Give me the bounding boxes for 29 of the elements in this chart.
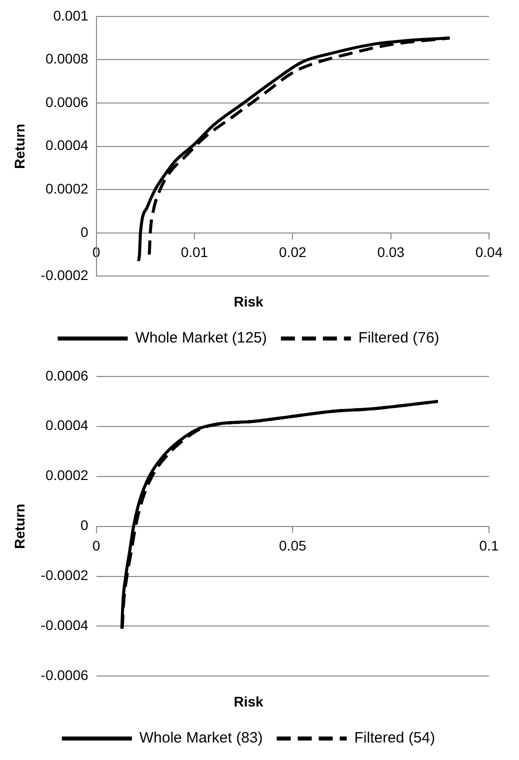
y-axis-title: Return [11, 124, 28, 169]
y-tick-label: 0.0006 [45, 94, 88, 110]
y-tick-label: 0.0004 [45, 137, 88, 154]
y-tick-label: 0.0006 [45, 367, 88, 384]
y-tick-label: 0.001 [53, 7, 88, 24]
y-tick-label: 0.0002 [45, 467, 88, 484]
x-tick-label: 0.01 [180, 244, 208, 260]
y-tick-label: -0.0004 [40, 617, 88, 634]
x-tick-label: 0.04 [475, 244, 503, 260]
x-tick-label: 0.03 [377, 244, 405, 260]
y-tick-label: 0 [80, 224, 88, 240]
legend-label: Whole Market (83) [139, 730, 263, 747]
y-tick-label: 0 [80, 517, 88, 534]
legend-label: Filtered (54) [354, 730, 436, 747]
y-tick-label: -0.0006 [40, 667, 88, 684]
y-tick-label: 0.0004 [45, 417, 88, 434]
y-axis-title: Return [11, 504, 28, 549]
x-tick-label: 0 [92, 538, 100, 554]
x-tick-label: 0.1 [479, 538, 499, 554]
x-axis-title: Risk [234, 293, 264, 310]
x-tick-label: 0.05 [279, 538, 306, 554]
y-tick-label: -0.0002 [40, 567, 88, 584]
x-axis-title: Risk [234, 693, 264, 710]
legend-label: Filtered (76) [358, 330, 440, 347]
y-tick-label: -0.0002 [40, 267, 88, 284]
y-tick-label: 0.0008 [45, 50, 88, 67]
y-tick-label: 0.0002 [45, 180, 88, 196]
legend-label: Whole Market (125) [135, 330, 267, 347]
x-tick-label: 0.02 [279, 244, 306, 260]
